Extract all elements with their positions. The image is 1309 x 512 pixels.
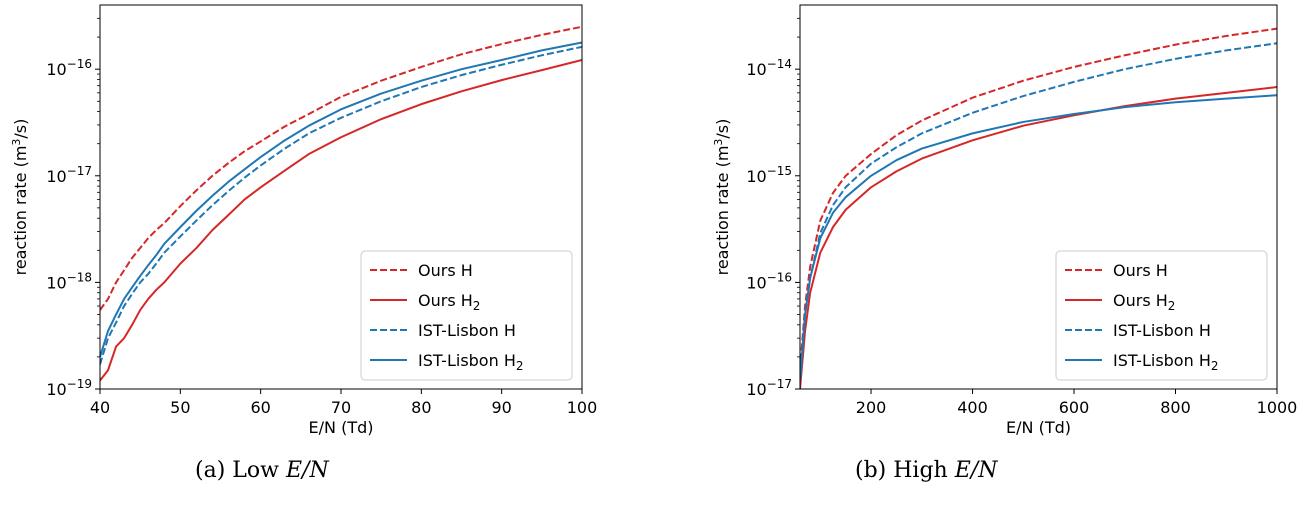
caption-panel-a: (a) Low E/N (195, 458, 329, 483)
x-tick-label: 90 (491, 398, 511, 417)
y-tick-label: 10−17 (46, 164, 92, 186)
legend-label: IST-Lisbon H (418, 321, 516, 340)
caption-prefix: (b) High (855, 458, 955, 483)
x-tick-label: 60 (250, 398, 270, 417)
legend-label: IST-Lisbon H2 (1113, 351, 1219, 373)
legend-label: IST-Lisbon H2 (418, 351, 524, 373)
series-line-ours-h2 (800, 86, 1277, 389)
y-axis-label-end: /s) (713, 119, 732, 139)
legend-label: Ours H (1113, 261, 1168, 280)
y-axis-label-sup: 3 (712, 139, 725, 146)
x-tick-label: 200 (856, 398, 887, 417)
y-tick-exponent: −14 (767, 57, 792, 71)
chart-panel-b: 200 400 600 800 1000 10−17 10−16 10−15 10−14 E/N … (712, 4, 1298, 437)
y-tick-label: 10−17 (746, 377, 792, 399)
legend-label-sub: 2 (473, 299, 481, 313)
chart-panel-a: 40 50 60 70 80 90 100 10−19 10−18 10−17 10−16 E/N (… (10, 4, 598, 437)
y-tick-label: 10−15 (746, 164, 792, 186)
y-tick-exponent: −17 (67, 164, 92, 178)
x-tick-label: 40 (90, 398, 110, 417)
x-tick-label: 100 (567, 398, 598, 417)
y-tick-label: 10−18 (46, 270, 92, 292)
caption-prefix: (a) Low (195, 458, 286, 483)
y-tick-label: 10−14 (746, 57, 792, 79)
series-group (800, 27, 1277, 389)
y-tick-exponent: −19 (67, 377, 92, 391)
series-line-ours-h2 (100, 59, 582, 382)
caption-math: E/N (285, 458, 329, 483)
y-axis-label-sup: 3 (10, 139, 23, 146)
x-tick-label: 800 (1160, 398, 1191, 417)
legend-label-sub: 2 (516, 359, 524, 373)
caption-math: E/N (954, 458, 998, 483)
y-tick-label: 10−16 (46, 57, 92, 79)
series-group (100, 25, 582, 382)
series-line-ist-lisbon-h2 (800, 94, 1277, 381)
legend-label: Ours H2 (418, 291, 480, 313)
x-tick-label: 600 (1059, 398, 1090, 417)
y-axis-label-end: /s) (11, 119, 30, 139)
legend-label: Ours H (418, 261, 473, 280)
legend-label-sub: 2 (1211, 359, 1219, 373)
legend-box (360, 250, 573, 381)
series-line-ours-h (100, 25, 582, 311)
y-tick-exponent: −16 (67, 57, 92, 71)
y-tick-exponent: −16 (767, 270, 792, 284)
x-tick-label: 50 (170, 398, 190, 417)
x-tick-label: 1000 (1257, 398, 1298, 417)
legend-label: Ours H2 (1113, 291, 1175, 313)
caption-panel-b: (b) High E/N (855, 458, 997, 483)
legend-label: IST-Lisbon H (1113, 321, 1211, 340)
y-tick-label: 10−16 (746, 270, 792, 292)
series-line-ours-h (800, 27, 1277, 371)
legend: Ours H Ours H2 IST-Lisbon H IST-Lisbon H2 (360, 250, 573, 381)
y-tick-exponent: −15 (767, 164, 792, 178)
series-line-ist-lisbon-h (100, 45, 582, 365)
y-axis-label: reaction rate (m3/s) (712, 119, 732, 276)
axes-frame (799, 4, 1278, 390)
x-tick-label: 80 (411, 398, 431, 417)
series-line-ist-lisbon-h2 (100, 41, 582, 358)
legend: Ours H Ours H2 IST-Lisbon H IST-Lisbon H2 (1055, 250, 1268, 381)
x-axis-label: E/N (Td) (309, 418, 374, 437)
y-tick-exponent: −18 (67, 270, 92, 284)
y-tick-label: 10−19 (46, 377, 92, 399)
x-tick-label: 70 (331, 398, 351, 417)
x-tick-label: 400 (957, 398, 988, 417)
y-tick-exponent: −17 (767, 377, 792, 391)
legend-box (1055, 250, 1268, 381)
y-axis-label: reaction rate (m3/s) (10, 119, 30, 276)
legend-label-sub: 2 (1168, 299, 1176, 313)
x-axis-label: E/N (Td) (1006, 418, 1071, 437)
